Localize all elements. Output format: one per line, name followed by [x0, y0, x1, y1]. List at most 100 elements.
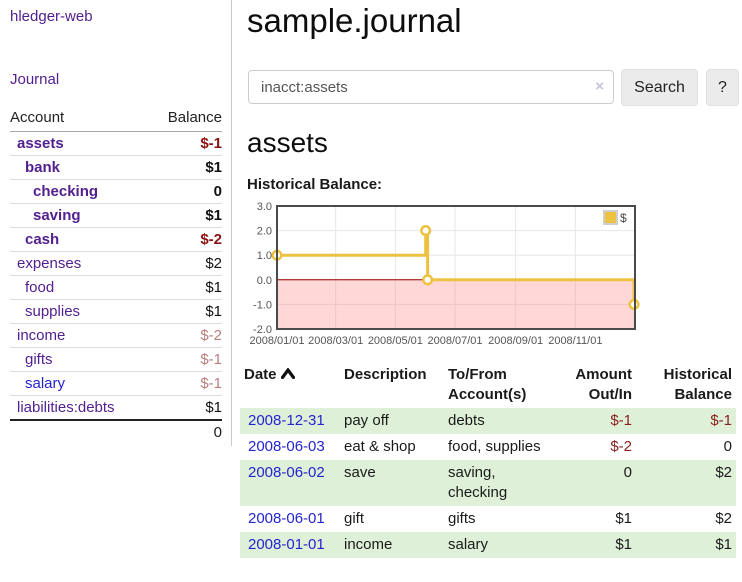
chart-title: Historical Balance:: [247, 176, 383, 193]
account-balance: $1: [149, 203, 222, 228]
register-table: Date Description To/From Account(s) Amou…: [240, 362, 736, 558]
search-button[interactable]: Search: [621, 69, 698, 106]
accounts-table: Account Balance assets $-1 bank $1 checking 0…: [10, 106, 222, 444]
x-tick-label: 2008/03/01: [308, 335, 363, 347]
transaction-balance: $2: [715, 464, 732, 481]
register-row[interactable]: 2008-12-31 pay off debts $-1 $-1: [240, 408, 736, 434]
x-tick-label: 2008/05/01: [368, 335, 423, 347]
account-balance: $1: [149, 155, 222, 180]
transaction-description: eat & shop: [344, 438, 416, 455]
x-tick-label: 2008/07/01: [427, 335, 482, 347]
transaction-amount: $-1: [610, 412, 632, 429]
register-header-balance[interactable]: Historical Balance: [663, 366, 732, 403]
register-row[interactable]: 2008-01-01 income salary $1 $1: [240, 532, 736, 558]
accounts-total-row: 0: [10, 418, 222, 444]
account-row: liabilities:debts $1: [10, 395, 222, 420]
account-row: food $1: [10, 275, 222, 300]
x-tick-label: 2008/11/01: [548, 335, 602, 347]
search-bar: ×: [248, 70, 614, 104]
account-link-food[interactable]: food: [25, 279, 55, 296]
x-tick-label: 2008/01/01: [249, 335, 304, 347]
accounts-header-balance: Balance: [149, 106, 222, 132]
accounts-total-value: 0: [149, 418, 222, 444]
register-header-accounts[interactable]: To/From Account(s): [448, 366, 527, 403]
account-row: saving $1: [10, 203, 222, 228]
transaction-description: save: [344, 464, 376, 481]
account-row: expenses $2: [10, 251, 222, 276]
sidebar-item-journal[interactable]: Journal: [10, 71, 60, 88]
transaction-amount: $1: [615, 536, 632, 553]
account-balance: $-1: [149, 347, 222, 372]
transaction-balance: $2: [715, 510, 732, 527]
transaction-date-link[interactable]: 2008-06-01: [248, 510, 325, 527]
account-link-assets[interactable]: assets: [17, 135, 64, 152]
transaction-date-link[interactable]: 2008-06-02: [248, 464, 325, 481]
account-link-supplies[interactable]: supplies: [25, 303, 81, 320]
transaction-balance: 0: [723, 438, 732, 455]
account-balance: $-2: [149, 227, 222, 252]
account-link-liabilities-debts[interactable]: liabilities:debts: [17, 398, 115, 416]
transaction-accounts: salary: [448, 536, 489, 553]
transaction-date-link[interactable]: 2008-06-03: [248, 438, 325, 455]
account-row: checking 0: [10, 179, 222, 204]
accounts-header-account: Account: [10, 106, 150, 132]
transaction-accounts: saving, checking: [448, 464, 508, 501]
sidebar: hledger-web Journal Account Balance asse…: [0, 0, 232, 446]
y-tick-label: 1.0: [257, 250, 272, 262]
help-button[interactable]: ?: [706, 69, 739, 106]
sort-ascending-icon: [280, 368, 295, 379]
account-link-cash[interactable]: cash: [25, 231, 60, 248]
account-row: salary $-1: [10, 371, 222, 396]
register-row[interactable]: 2008-06-03 eat & shop food, supplies $-2 0: [240, 434, 736, 460]
account-link-salary[interactable]: salary: [25, 375, 66, 392]
transaction-date-link[interactable]: 2008-01-01: [248, 536, 325, 553]
account-link-gifts[interactable]: gifts: [25, 351, 53, 368]
x-tick-label: 2008/09/01: [488, 335, 543, 347]
search-input[interactable]: [248, 70, 614, 104]
brand-link[interactable]: hledger-web: [10, 8, 93, 25]
account-row: assets $-1: [10, 131, 222, 156]
y-tick-label: 2.0: [257, 226, 272, 238]
transaction-accounts: debts: [448, 412, 485, 429]
historical-balance-chart: $3.0 2.0 1.0 0.0 -1.0 -2.0 2008/01/01 2008/03/0…: [243, 201, 742, 352]
account-heading: assets: [247, 127, 328, 158]
account-balance: $-1: [149, 131, 222, 156]
account-balance: $1: [149, 275, 222, 300]
account-link-saving[interactable]: saving: [33, 207, 81, 224]
account-link-expenses[interactable]: expenses: [17, 255, 82, 272]
account-link-income[interactable]: income: [17, 327, 66, 344]
register-row[interactable]: 2008-06-02 save saving, checking 0 $2: [240, 460, 736, 506]
account-balance: 0: [149, 179, 222, 204]
transaction-amount: 0: [623, 464, 632, 481]
account-balance: $2: [149, 251, 222, 276]
account-row: cash $-2: [10, 227, 222, 252]
transaction-accounts: food, supplies: [448, 438, 541, 455]
legend-label: $: [620, 211, 627, 225]
transaction-amount: $1: [615, 510, 632, 527]
transaction-description: gift: [344, 510, 365, 527]
transaction-amount: $-2: [610, 438, 632, 455]
register-header-date[interactable]: Date: [240, 362, 340, 408]
transaction-description: income: [344, 536, 393, 553]
y-tick-label: -2.0: [253, 324, 272, 336]
account-balance: $-2: [149, 323, 222, 348]
transaction-description: pay off: [344, 412, 389, 429]
y-tick-label: 0.0: [257, 275, 272, 287]
account-row: supplies $1: [10, 299, 222, 324]
account-row: gifts $-1: [10, 347, 222, 372]
register-header-amount[interactable]: Amount Out/In: [575, 366, 632, 403]
account-link-checking[interactable]: checking: [33, 183, 99, 200]
register-row[interactable]: 2008-06-01 gift gifts $1 $2: [240, 506, 736, 532]
transaction-accounts: gifts: [448, 510, 476, 527]
transaction-date-link[interactable]: 2008-12-31: [248, 412, 325, 429]
register-header-description[interactable]: Description: [344, 366, 427, 383]
legend-swatch: [603, 210, 618, 225]
account-row: income $-2: [10, 323, 222, 348]
transaction-balance: $1: [715, 536, 732, 553]
account-balance: $-1: [149, 371, 222, 396]
clear-search-icon[interactable]: ×: [595, 78, 604, 95]
account-balance: $1: [149, 299, 222, 324]
account-row: bank $1: [10, 155, 222, 180]
account-link-bank[interactable]: bank: [25, 159, 61, 176]
